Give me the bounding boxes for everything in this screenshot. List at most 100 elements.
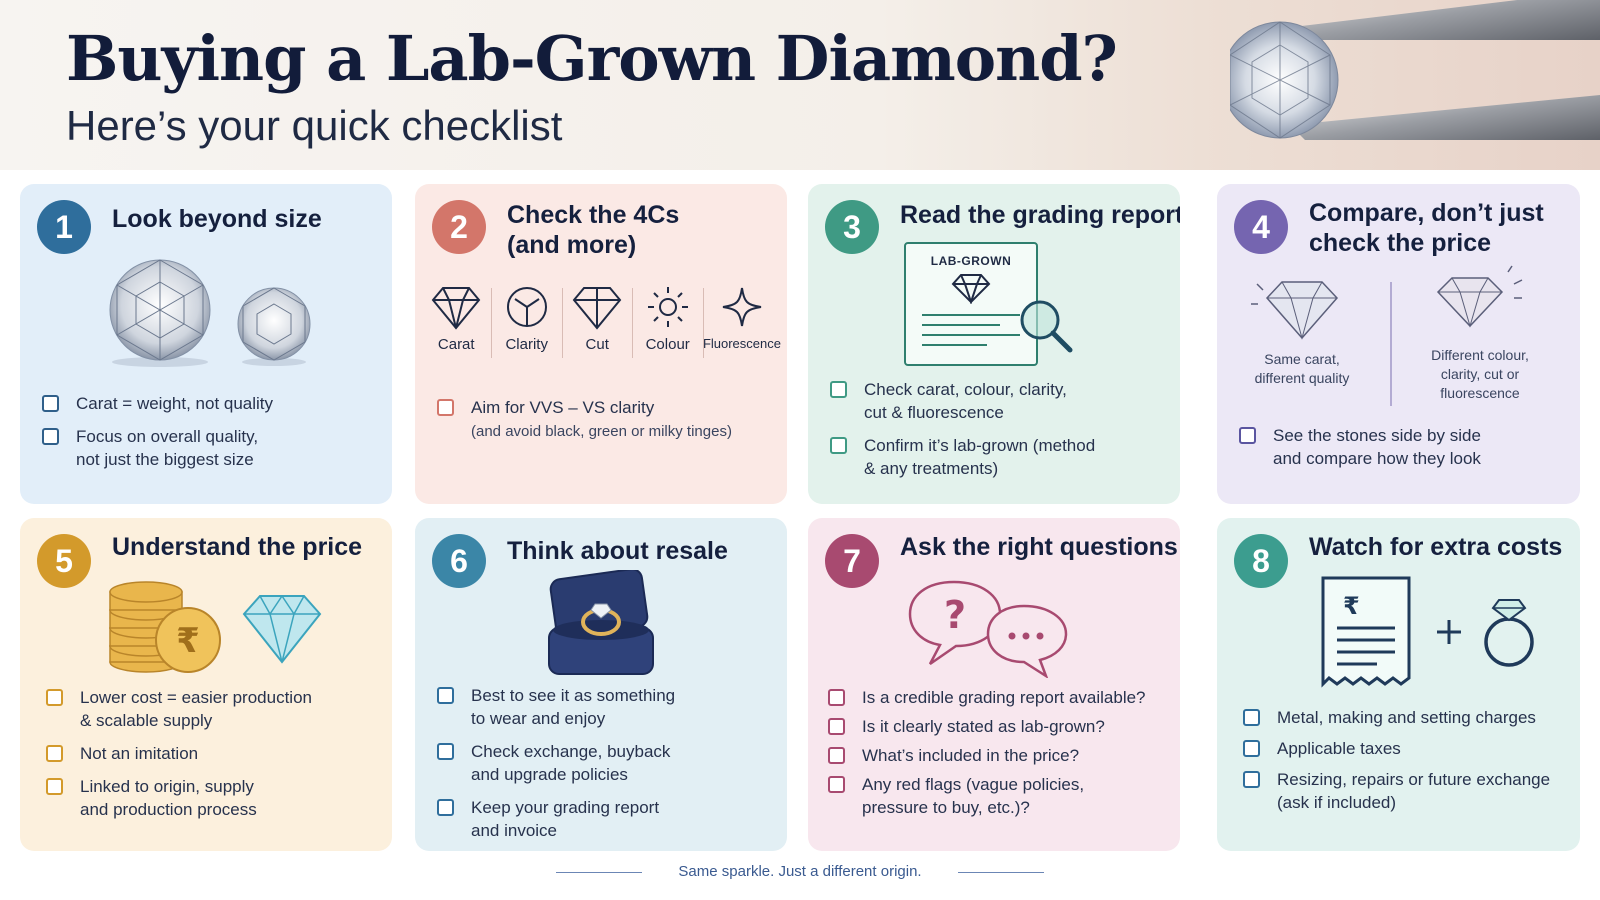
checklist-item[interactable]: Check carat, colour, clarity, cut & fluo…: [830, 378, 1095, 424]
checkbox[interactable]: [1243, 771, 1260, 788]
svg-text:₹: ₹: [176, 621, 200, 661]
checklist-item[interactable]: Metal, making and setting charges: [1243, 706, 1550, 729]
four-c-clarity: Clarity: [491, 284, 561, 364]
card-ask-questions: 7 Ask the right questions ? Is a credibl…: [808, 518, 1180, 851]
checklist-item[interactable]: Aim for VVS – VS clarity (and avoid black…: [437, 396, 732, 443]
card-grading-report: 3 Read the grading report LAB-GROWN Chec…: [808, 184, 1180, 504]
step-number-badge: 3: [825, 200, 879, 254]
checklist-item[interactable]: Applicable taxes: [1243, 737, 1550, 760]
report-label: LAB-GROWN: [930, 254, 1012, 268]
carat-icon: [431, 287, 481, 330]
checklist-item[interactable]: Best to see it as something to wear and …: [437, 684, 675, 730]
checklist-item[interactable]: What’s included in the price?: [828, 744, 1146, 767]
checklist-item[interactable]: See the stones side by side and compare …: [1239, 424, 1481, 470]
four-c-cut: Cut: [561, 284, 632, 364]
checklist-item[interactable]: Confirm it’s lab-grown (method & any tre…: [830, 434, 1095, 480]
step-number-badge: 8: [1234, 534, 1288, 588]
card-compare: 4 Compare, don’t just check the price Sa…: [1217, 184, 1580, 504]
checklist-item[interactable]: Carat = weight, not quality: [42, 392, 273, 415]
checklist-item[interactable]: Check exchange, buyback and upgrade poli…: [437, 740, 675, 786]
four-cs-row: Carat Clarity Cut Colour Fluorescence: [421, 284, 781, 364]
four-c-fluorescence: Fluorescence: [702, 284, 781, 364]
checkbox[interactable]: [437, 799, 454, 816]
checklist: Lower cost = easier production & scalabl…: [46, 686, 312, 831]
checkbox[interactable]: [42, 428, 59, 445]
coins-rupee-icon: ₹: [109, 581, 221, 673]
checkbox[interactable]: [46, 778, 63, 795]
step-number-badge: 6: [432, 534, 486, 588]
card-title: Read the grading report: [900, 201, 1180, 229]
checkbox[interactable]: [828, 747, 845, 764]
page-title: Buying a Lab-Grown Diamond?: [66, 22, 1118, 95]
checklist-item[interactable]: Is it clearly stated as lab-grown?: [828, 715, 1146, 738]
diamond-icon: [951, 274, 991, 304]
card-title: Understand the price: [112, 533, 363, 561]
checkbox[interactable]: [437, 399, 454, 416]
checkbox[interactable]: [437, 687, 454, 704]
checkbox[interactable]: [42, 395, 59, 412]
checkbox[interactable]: [1243, 740, 1260, 757]
ring-box-icon: [548, 570, 654, 675]
checklist: Is a credible grading report available? …: [828, 686, 1146, 825]
cut-icon: [572, 287, 622, 330]
four-c-colour: Colour: [632, 284, 702, 364]
step-number-badge: 4: [1234, 200, 1288, 254]
card-look-beyond-size: 1 Look beyond size Carat = weight, not q…: [20, 184, 392, 504]
sparkle-icon: [722, 287, 762, 327]
card-title: Ask the right questions: [900, 533, 1178, 561]
checkbox[interactable]: [828, 689, 845, 706]
page-subtitle: Here’s your quick checklist: [66, 102, 563, 149]
card-extra-costs: 8 Watch for extra costs ₹ Metal, making …: [1217, 518, 1580, 851]
checklist-item[interactable]: Any red flags (vague policies, pressure …: [828, 773, 1146, 819]
checklist: Check carat, colour, clarity, cut & fluo…: [830, 378, 1095, 490]
checkbox[interactable]: [46, 689, 63, 706]
divider: [1390, 282, 1392, 406]
step-number-badge: 5: [37, 534, 91, 588]
card-resale: 6 Think about resale Best to see it as s…: [415, 518, 787, 851]
checklist: Metal, making and setting charges Applic…: [1243, 706, 1550, 822]
checkbox[interactable]: [1243, 709, 1260, 726]
grading-report-document: LAB-GROWN: [904, 242, 1038, 366]
card-title: Check the 4Cs (and more): [507, 201, 680, 259]
svg-text:₹: ₹: [1343, 592, 1360, 620]
speech-bubbles-icon: ?: [908, 580, 1068, 678]
diamond-same-carat-icon: [1251, 281, 1339, 340]
step-number-badge: 2: [432, 200, 486, 254]
checklist-item[interactable]: Resizing, repairs or future exchange (as…: [1243, 768, 1550, 814]
diamond-sizes-icon: [109, 259, 311, 367]
header-banner: Buying a Lab-Grown Diamond? Here’s your …: [0, 0, 1600, 170]
footer-divider-left: [556, 872, 642, 873]
receipt-icon: ₹: [1321, 576, 1411, 688]
diamond-different-quality-icon: [1436, 265, 1523, 328]
checkbox[interactable]: [830, 437, 847, 454]
checklist-item[interactable]: Linked to origin, supply and production …: [46, 775, 312, 821]
four-c-carat: Carat: [421, 284, 491, 364]
step-number-badge: 1: [37, 200, 91, 254]
checklist-item[interactable]: Focus on overall quality, not just the b…: [42, 425, 273, 471]
clarity-icon: [506, 287, 547, 327]
diamond-icon: [242, 595, 322, 664]
tweezer-diamond-icon: [1230, 0, 1600, 140]
checkbox[interactable]: [828, 718, 845, 735]
ring-icon: [1484, 599, 1534, 667]
card-title: Watch for extra costs: [1309, 533, 1563, 561]
checklist-item[interactable]: Keep your grading report and invoice: [437, 796, 675, 842]
card-title: Think about resale: [507, 537, 728, 565]
card-title: Look beyond size: [112, 205, 322, 233]
svg-text:?: ?: [944, 593, 966, 637]
checklist: See the stones side by side and compare …: [1239, 424, 1481, 480]
checkbox[interactable]: [828, 776, 845, 793]
checklist: Carat = weight, not quality Focus on ove…: [42, 392, 273, 481]
footer-tagline: Same sparkle. Just a different origin.: [678, 863, 922, 880]
checklist-item[interactable]: Lower cost = easier production & scalabl…: [46, 686, 312, 732]
magnifier-icon: [1020, 300, 1073, 353]
footer: Same sparkle. Just a different origin.: [0, 858, 1600, 888]
checkbox[interactable]: [437, 743, 454, 760]
checkbox[interactable]: [46, 745, 63, 762]
checkbox[interactable]: [1239, 427, 1256, 444]
checklist: Aim for VVS – VS clarity (and avoid black…: [437, 396, 732, 453]
checkbox[interactable]: [830, 381, 847, 398]
checklist-item[interactable]: Is a credible grading report available?: [828, 686, 1146, 709]
checklist-item[interactable]: Not an imitation: [46, 742, 312, 765]
compare-left-label: Same carat, different quality: [1254, 351, 1350, 386]
